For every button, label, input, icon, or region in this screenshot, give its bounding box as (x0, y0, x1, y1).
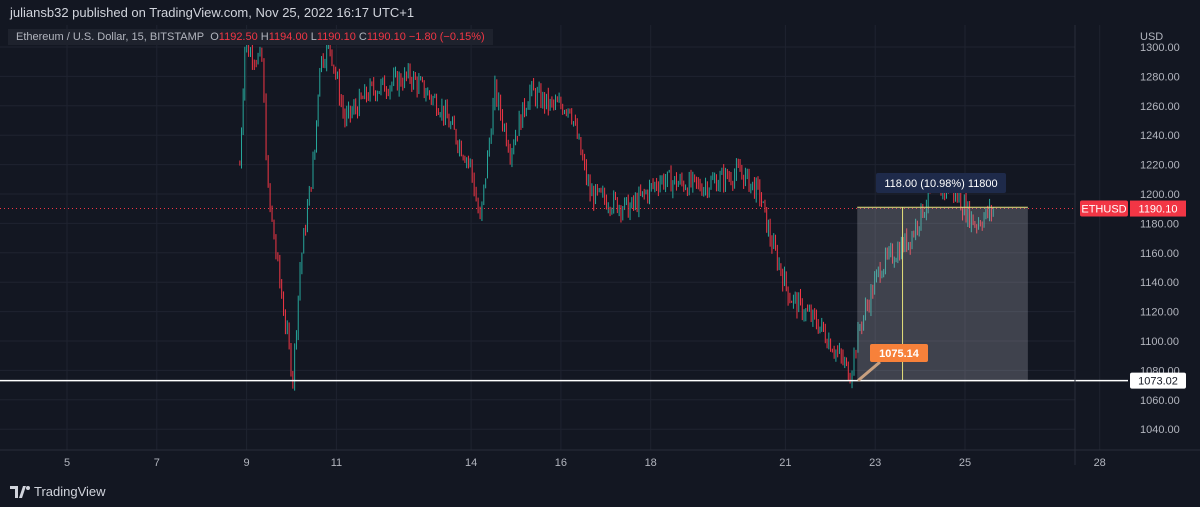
low-value: 1190.10 (316, 31, 356, 43)
date-tick-label: 14 (465, 457, 477, 469)
last-price-tag: 1190.10 (1139, 204, 1178, 216)
price-chart[interactable]: 118.00 (10.98%) 11800 1075.14 1300.00 1280.… (0, 25, 1200, 480)
date-tick-label: 5 (64, 457, 70, 469)
symbol-tag-bg (1080, 200, 1128, 217)
measure-label-bg (876, 173, 1006, 193)
close-value: 1190.10 (366, 31, 406, 43)
price-tick-label: 1260.00 (1140, 101, 1180, 113)
price-tick-label: 1140.00 (1140, 277, 1179, 289)
date-tick-label: 11 (331, 457, 342, 469)
support-tag: 1073.02 (1138, 376, 1178, 388)
date-tick-label: 28 (1094, 457, 1106, 469)
date-tick-label: 9 (244, 457, 250, 469)
measure-label: 118.00 (10.98%) 11800 (884, 178, 997, 190)
currency-label: USD (1140, 31, 1164, 43)
support-tag-bg (1130, 372, 1186, 389)
brand-name: TradingView (34, 484, 106, 499)
callout-pointer (857, 360, 881, 382)
date-tick-label: 7 (154, 457, 160, 469)
price-tick-label: 1040.00 (1140, 424, 1180, 436)
symbol-tag: ETHUSD (1081, 204, 1126, 216)
price-tick-label: 1100.00 (1140, 336, 1179, 348)
open-label: O (210, 31, 219, 43)
date-tick-label: 25 (959, 457, 971, 469)
price-tick-label: 1240.00 (1140, 130, 1180, 142)
price-tick-label: 1200.00 (1140, 189, 1180, 201)
callout-label: 1075.14 (879, 348, 920, 360)
high-value: 1194.00 (268, 31, 308, 43)
low-label: L (310, 31, 317, 43)
high-label: H (260, 31, 269, 43)
last-price-tag-bg (1130, 200, 1186, 217)
tradingview-logo: TradingView (10, 484, 106, 499)
open-value: 1192.50 (218, 31, 258, 43)
price-tick-label: 1220.00 (1140, 160, 1180, 172)
change-value: −1.80 (−0.15%) (408, 31, 485, 43)
symbol-legend: Ethereum / U.S. Dollar, 15, BITSTAMP O11… (8, 29, 493, 45)
candles (239, 40, 994, 391)
tradingview-logo-icon (10, 485, 30, 498)
symbol-name[interactable]: Ethereum / U.S. Dollar, 15, BITSTAMP (16, 31, 205, 43)
publisher-info: juliansb32 published on TradingView.com,… (10, 5, 415, 20)
date-tick-label: 21 (779, 457, 791, 469)
date-tick-label: 16 (555, 457, 567, 469)
date-tick-label: 18 (645, 457, 657, 469)
date-tick-label: 23 (869, 457, 881, 469)
price-tick-label: 1280.00 (1140, 71, 1180, 83)
close-label: C (358, 31, 367, 43)
price-tick-label: 1060.00 (1140, 395, 1180, 407)
price-tick-label: 1300.00 (1140, 42, 1180, 54)
price-tick-label: 1180.00 (1140, 218, 1179, 230)
price-tick-label: 1160.00 (1140, 248, 1179, 260)
callout-bg (870, 344, 928, 362)
price-tick-label: 1120.00 (1140, 307, 1179, 319)
